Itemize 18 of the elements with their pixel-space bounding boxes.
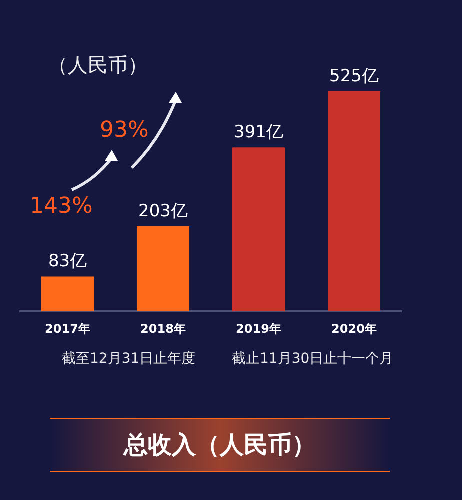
bar — [136, 226, 190, 312]
x-tick-label: 2019年 — [236, 322, 282, 336]
bar — [328, 91, 381, 312]
annotation: 93% — [100, 118, 149, 143]
bar — [41, 276, 94, 312]
chart-subtitle: （人民币） — [48, 52, 148, 79]
x-tick-label: 2017年 — [45, 322, 90, 336]
data-label: 83亿 — [48, 252, 88, 272]
annotation: 143% — [30, 194, 93, 219]
text: 总收入（人民币） — [50, 418, 390, 472]
x-tick-label: 2020年 — [332, 322, 377, 336]
data-label: 391亿 — [234, 122, 284, 143]
data-label: 203亿 — [138, 201, 188, 222]
data-label: 525亿 — [330, 66, 379, 86]
text: 截止11月30日止十一个月 — [232, 350, 394, 368]
bar — [232, 148, 286, 312]
text: 截至12月31日止年度 — [62, 350, 196, 368]
x-tick-label: 2018年 — [140, 322, 186, 336]
